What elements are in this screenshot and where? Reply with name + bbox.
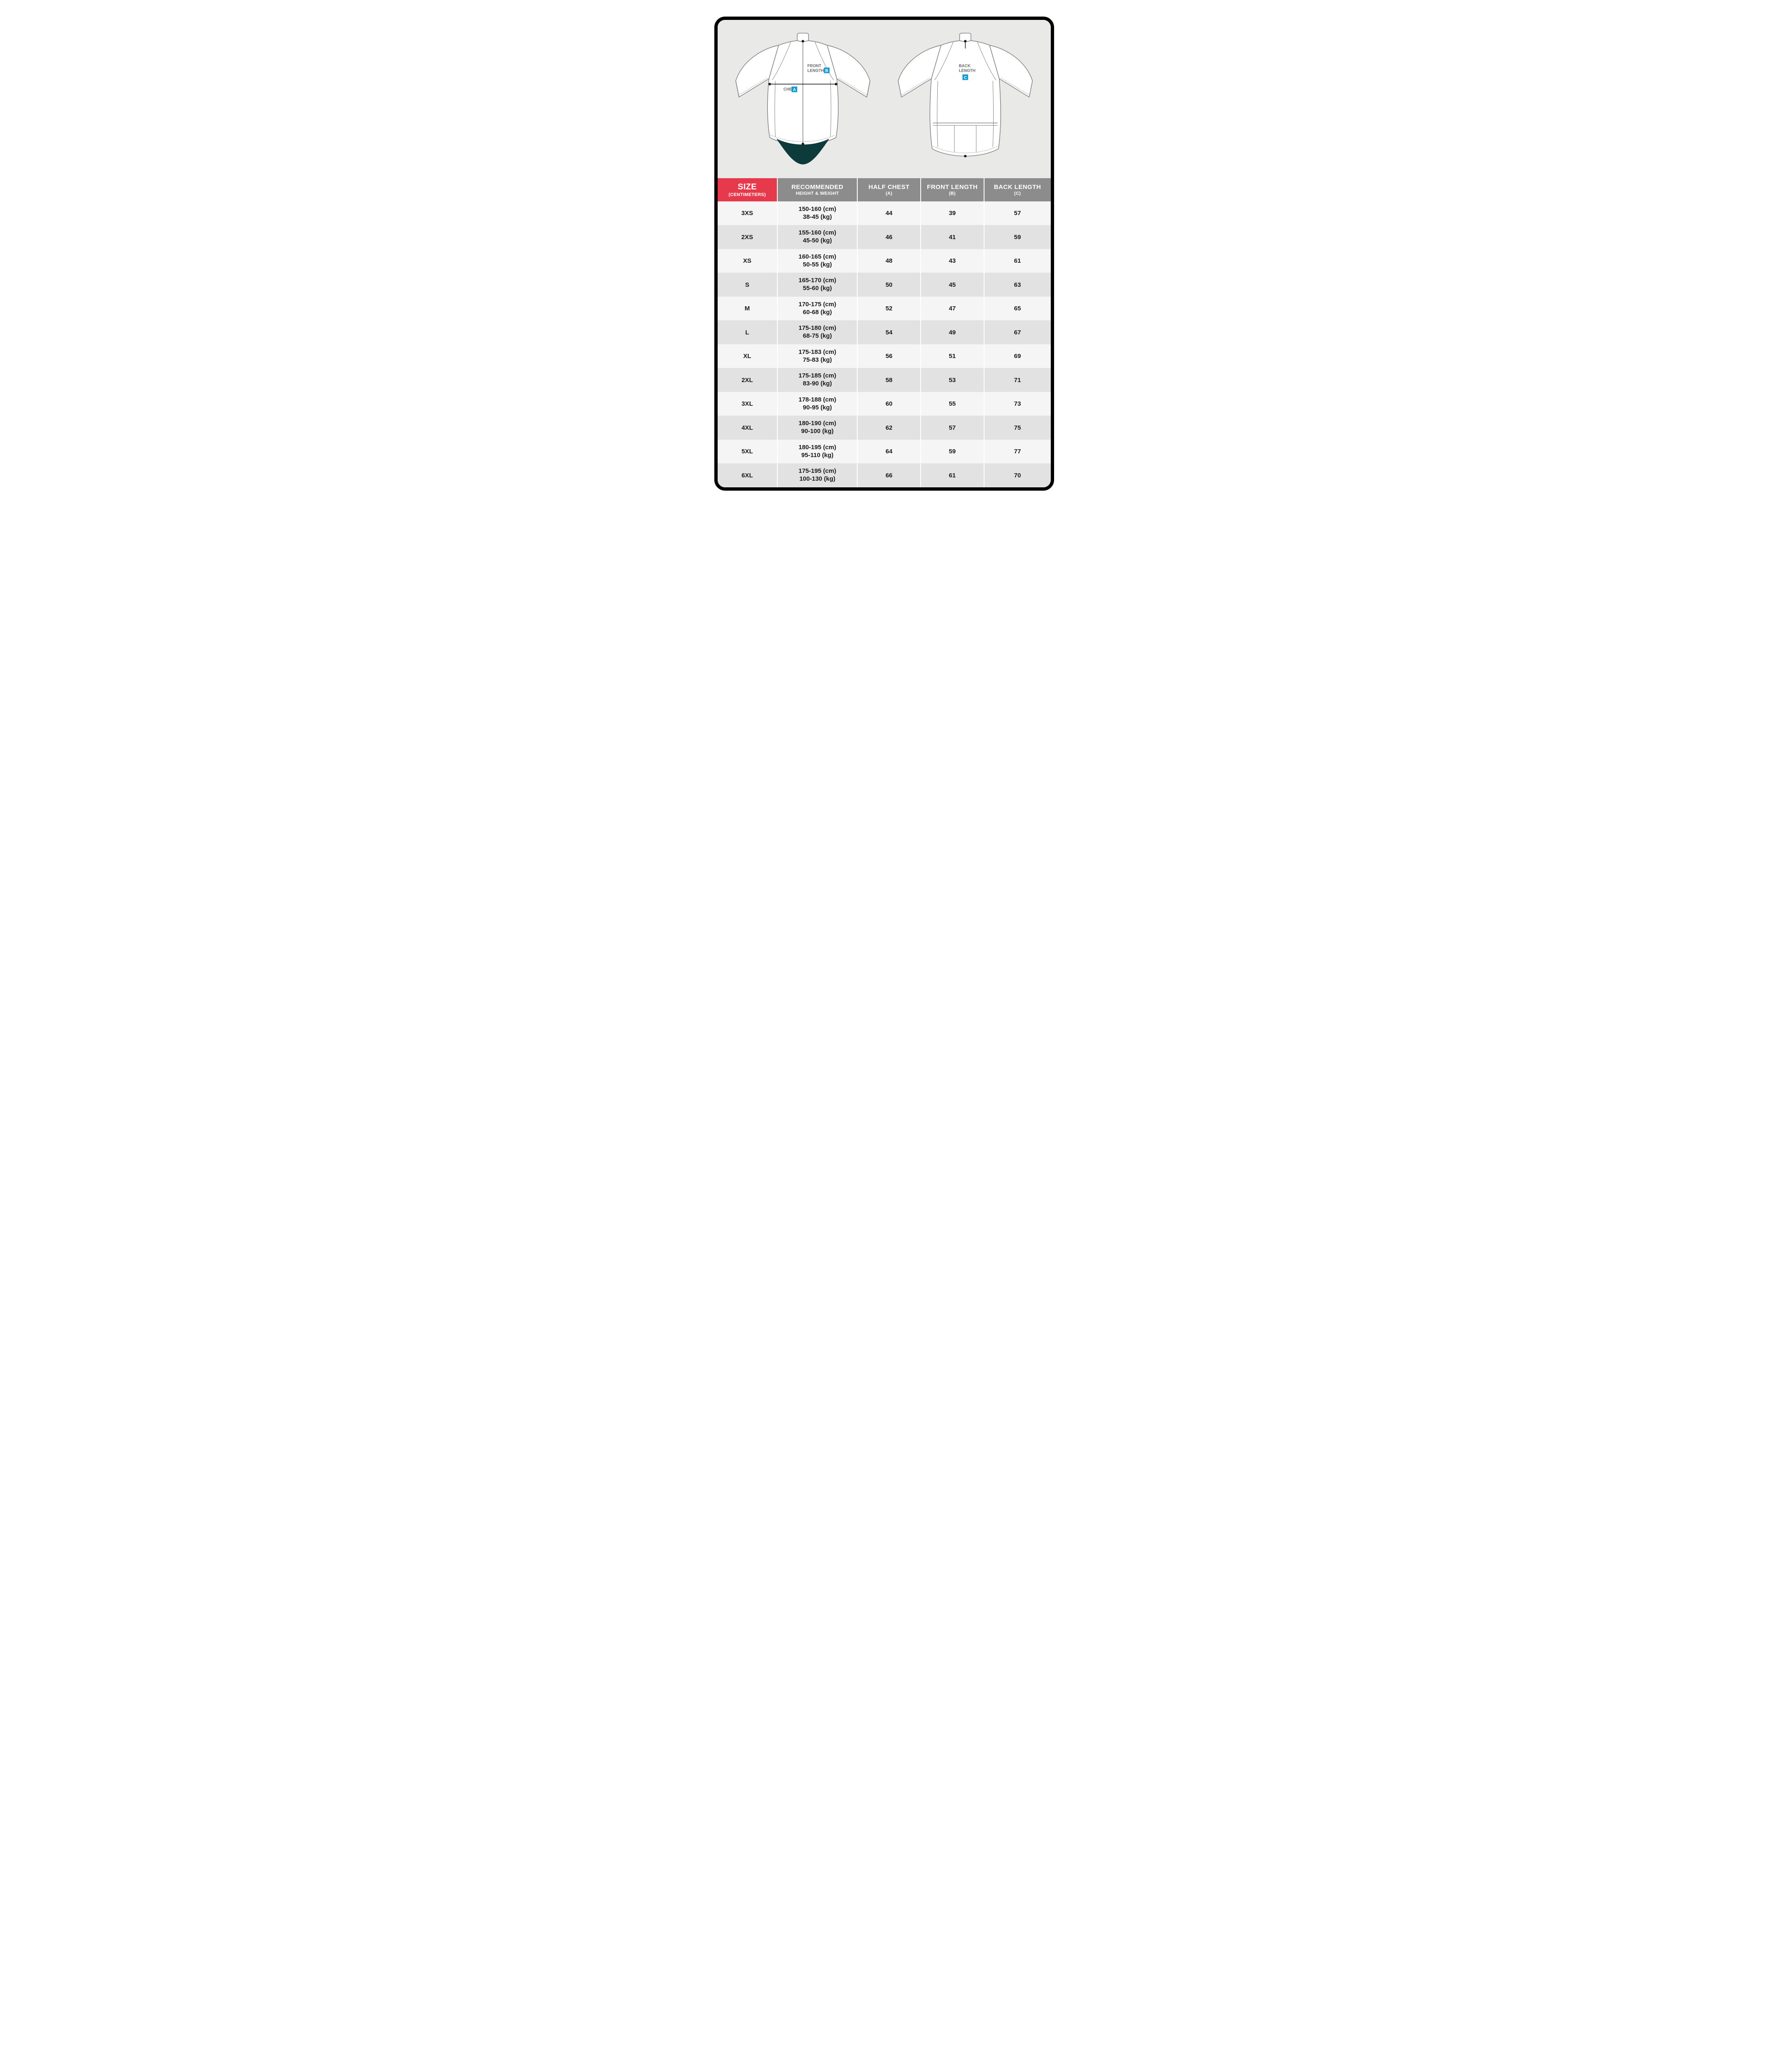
cell-front-length: 47 bbox=[921, 297, 984, 321]
cell-back-length: 70 bbox=[984, 463, 1051, 487]
cell-front-length: 51 bbox=[921, 344, 984, 368]
cell-front-length: 49 bbox=[921, 320, 984, 344]
jersey-front-diagram: CHEST A FRONT LENGTH B bbox=[730, 32, 876, 170]
size-chart-card: CHEST A FRONT LENGTH B bbox=[714, 17, 1054, 491]
cell-half-chest: 46 bbox=[857, 225, 921, 249]
cell-front-length: 43 bbox=[921, 249, 984, 273]
cell-front-length: 57 bbox=[921, 416, 984, 440]
cell-front-length: 45 bbox=[921, 273, 984, 297]
cell-half-chest: 62 bbox=[857, 416, 921, 440]
cell-back-length: 61 bbox=[984, 249, 1051, 273]
cell-size: XL bbox=[718, 344, 778, 368]
cell-back-length: 77 bbox=[984, 440, 1051, 464]
header-front-length: Front Length (B) bbox=[921, 178, 984, 201]
cell-half-chest: 66 bbox=[857, 463, 921, 487]
front-length-badge: B bbox=[825, 69, 828, 73]
table-row: 4XL180-190 (cm)90-100 (kg)625775 bbox=[718, 416, 1051, 440]
cell-size: 6XL bbox=[718, 463, 778, 487]
table-row: 2XS155-160 (cm)45-50 (kg)464159 bbox=[718, 225, 1051, 249]
cell-size: 2XS bbox=[718, 225, 778, 249]
table-row: 2XL175-185 (cm)83-90 (kg)585371 bbox=[718, 368, 1051, 392]
table-row: 3XL178-188 (cm)90-95 (kg)605573 bbox=[718, 392, 1051, 416]
front-length-label-1: FRONT bbox=[807, 64, 821, 68]
cell-size: 3XS bbox=[718, 201, 778, 225]
cell-size: S bbox=[718, 273, 778, 297]
table-row: S165-170 (cm)55-60 (kg)504563 bbox=[718, 273, 1051, 297]
cell-back-length: 67 bbox=[984, 320, 1051, 344]
cell-half-chest: 64 bbox=[857, 440, 921, 464]
back-length-badge: C bbox=[964, 75, 967, 80]
cell-recommended: 150-160 (cm)38-45 (kg) bbox=[777, 201, 857, 225]
cell-half-chest: 50 bbox=[857, 273, 921, 297]
cell-size: 5XL bbox=[718, 440, 778, 464]
cell-size: L bbox=[718, 320, 778, 344]
table-row: M170-175 (cm)60-68 (kg)524765 bbox=[718, 297, 1051, 321]
cell-half-chest: 52 bbox=[857, 297, 921, 321]
cell-front-length: 41 bbox=[921, 225, 984, 249]
cell-recommended: 175-185 (cm)83-90 (kg) bbox=[777, 368, 857, 392]
cell-recommended: 160-165 (cm)50-55 (kg) bbox=[777, 249, 857, 273]
back-length-label-2: LENGTH bbox=[959, 69, 975, 73]
cell-size: M bbox=[718, 297, 778, 321]
cell-size: 2XL bbox=[718, 368, 778, 392]
cell-front-length: 39 bbox=[921, 201, 984, 225]
cell-back-length: 59 bbox=[984, 225, 1051, 249]
cell-back-length: 69 bbox=[984, 344, 1051, 368]
cell-recommended: 155-160 (cm)45-50 (kg) bbox=[777, 225, 857, 249]
cell-front-length: 55 bbox=[921, 392, 984, 416]
table-row: XS160-165 (cm)50-55 (kg)484361 bbox=[718, 249, 1051, 273]
table-row: 5XL180-195 (cm)95-110 (kg)645977 bbox=[718, 440, 1051, 464]
cell-size: 3XL bbox=[718, 392, 778, 416]
cell-back-length: 73 bbox=[984, 392, 1051, 416]
cell-half-chest: 44 bbox=[857, 201, 921, 225]
cell-half-chest: 60 bbox=[857, 392, 921, 416]
cell-half-chest: 58 bbox=[857, 368, 921, 392]
size-table-body: 3XS150-160 (cm)38-45 (kg)4439572XS155-16… bbox=[718, 201, 1051, 487]
cell-recommended: 175-195 (cm)100-130 (kg) bbox=[777, 463, 857, 487]
cell-front-length: 61 bbox=[921, 463, 984, 487]
cell-recommended: 175-183 (cm)75-83 (kg) bbox=[777, 344, 857, 368]
size-table: Size (centimeters) Recommended height & … bbox=[718, 178, 1051, 487]
cell-back-length: 71 bbox=[984, 368, 1051, 392]
jersey-back-diagram: BACK LENGTH C bbox=[892, 32, 1038, 170]
cell-half-chest: 56 bbox=[857, 344, 921, 368]
header-half-chest: Half Chest (A) bbox=[857, 178, 921, 201]
cell-back-length: 63 bbox=[984, 273, 1051, 297]
cell-back-length: 65 bbox=[984, 297, 1051, 321]
chest-badge: A bbox=[793, 88, 796, 92]
cell-recommended: 175-180 (cm)68-75 (kg) bbox=[777, 320, 857, 344]
cell-size: 4XL bbox=[718, 416, 778, 440]
cell-recommended: 165-170 (cm)55-60 (kg) bbox=[777, 273, 857, 297]
cell-front-length: 59 bbox=[921, 440, 984, 464]
table-row: 6XL175-195 (cm)100-130 (kg)666170 bbox=[718, 463, 1051, 487]
cell-half-chest: 48 bbox=[857, 249, 921, 273]
back-length-label-1: BACK bbox=[959, 64, 970, 68]
jersey-diagram-area: CHEST A FRONT LENGTH B bbox=[718, 20, 1051, 178]
cell-recommended: 180-190 (cm)90-100 (kg) bbox=[777, 416, 857, 440]
front-length-label-2: LENGTH bbox=[807, 69, 824, 73]
table-header-row: Size (centimeters) Recommended height & … bbox=[718, 178, 1051, 201]
cell-front-length: 53 bbox=[921, 368, 984, 392]
cell-back-length: 57 bbox=[984, 201, 1051, 225]
cell-back-length: 75 bbox=[984, 416, 1051, 440]
cell-recommended: 180-195 (cm)95-110 (kg) bbox=[777, 440, 857, 464]
cell-recommended: 170-175 (cm)60-68 (kg) bbox=[777, 297, 857, 321]
header-size: Size (centimeters) bbox=[718, 178, 778, 201]
cell-recommended: 178-188 (cm)90-95 (kg) bbox=[777, 392, 857, 416]
table-row: L175-180 (cm)68-75 (kg)544967 bbox=[718, 320, 1051, 344]
cell-size: XS bbox=[718, 249, 778, 273]
table-row: 3XS150-160 (cm)38-45 (kg)443957 bbox=[718, 201, 1051, 225]
cell-half-chest: 54 bbox=[857, 320, 921, 344]
header-back-length: Back Length (C) bbox=[984, 178, 1051, 201]
header-recommended: Recommended height & weight bbox=[777, 178, 857, 201]
table-row: XL175-183 (cm)75-83 (kg)565169 bbox=[718, 344, 1051, 368]
